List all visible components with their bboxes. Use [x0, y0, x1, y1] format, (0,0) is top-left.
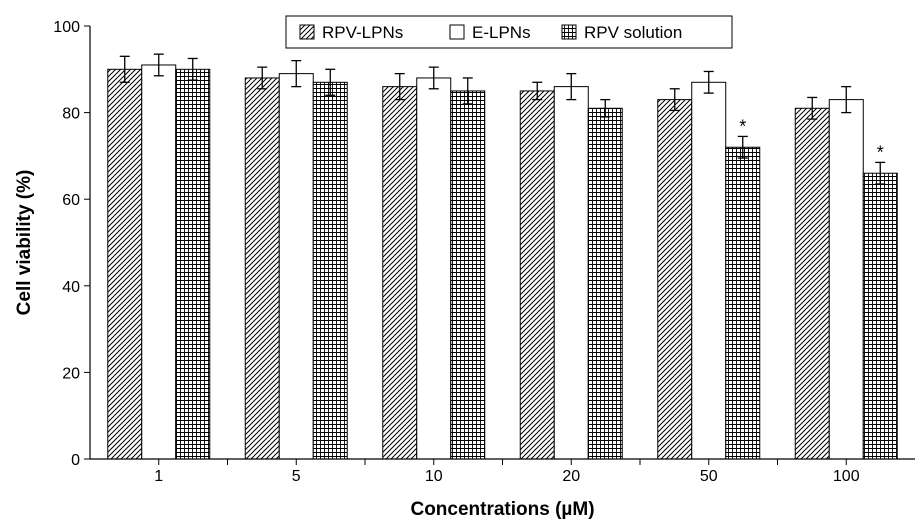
bar: [141, 64, 177, 460]
x-tick-label: 5: [292, 468, 301, 485]
bar: [553, 86, 589, 460]
bar: [382, 86, 418, 460]
bar: [519, 90, 555, 460]
bar: [828, 99, 864, 460]
bars: **: [107, 53, 898, 460]
legend-swatch: [561, 24, 577, 40]
x-axis-title: Concentrations (µM): [410, 499, 594, 520]
y-tick-label: 40: [62, 279, 80, 296]
bar: [725, 146, 761, 460]
legend: RPV-LPNs E-LPNs RPV solution: [285, 15, 733, 49]
significance-mark: *: [877, 142, 884, 162]
bar: [107, 68, 143, 460]
x-tick-label: 10: [425, 468, 443, 485]
significance-mark: *: [739, 116, 746, 136]
legend-label: RPV solution: [584, 23, 682, 42]
x-tick-label: 1: [154, 468, 163, 485]
bar: [278, 73, 314, 460]
legend-swatch: [299, 24, 315, 40]
legend-label: E-LPNs: [472, 23, 531, 42]
bar: [657, 99, 693, 460]
legend-swatch: [449, 24, 465, 40]
legend-box: [285, 15, 733, 49]
bar: [416, 77, 452, 460]
bar: [862, 172, 898, 460]
bar: [312, 81, 348, 460]
bar: [794, 107, 830, 460]
bar: [587, 107, 623, 460]
y-tick-label: 100: [53, 19, 80, 36]
y-tick-label: 60: [62, 192, 80, 209]
bar: [244, 77, 280, 460]
bar: [450, 90, 486, 460]
x-tick-label: 100: [833, 468, 860, 485]
axes: 1 5 10 20 50 100 0 20 40 60 80 100: [53, 19, 915, 485]
y-tick-label: 0: [71, 452, 80, 469]
x-tick-label: 50: [700, 468, 718, 485]
y-tick-label: 80: [62, 106, 80, 123]
bar: [691, 81, 727, 460]
y-axis-title: Cell viability (%): [14, 170, 35, 316]
legend-label: RPV-LPNs: [322, 23, 403, 42]
bar: [175, 68, 211, 460]
y-tick-label: 20: [62, 365, 80, 382]
x-tick-label: 20: [562, 468, 580, 485]
